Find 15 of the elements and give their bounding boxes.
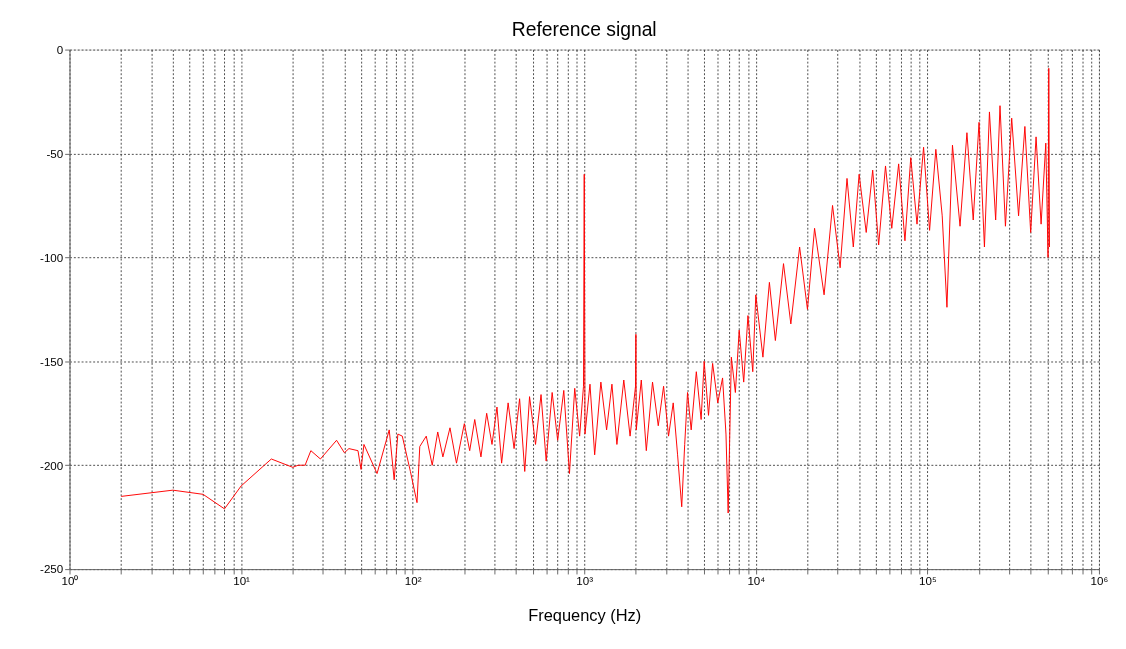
x-axis-title: Frequency (Hz): [528, 605, 642, 624]
x-tick-label: 10⁵: [919, 575, 937, 588]
x-tick-label: 10²: [404, 575, 422, 588]
x-tick-label: 10¹: [233, 575, 251, 588]
y-tick-label: -250: [40, 563, 64, 576]
x-tick-label: 10⁰: [61, 575, 79, 588]
y-tick-label: -150: [40, 355, 64, 368]
y-tick-label: 0: [56, 43, 64, 56]
x-tick-label: 10⁴: [747, 575, 766, 588]
x-tick-label: 10³: [576, 575, 594, 588]
y-tick-label: -50: [46, 147, 64, 160]
chart-title: Reference signal: [511, 19, 657, 41]
y-tick-label: -200: [40, 459, 64, 472]
y-tick-label: -100: [40, 251, 64, 264]
x-tick-label: 10⁶: [1090, 575, 1109, 588]
